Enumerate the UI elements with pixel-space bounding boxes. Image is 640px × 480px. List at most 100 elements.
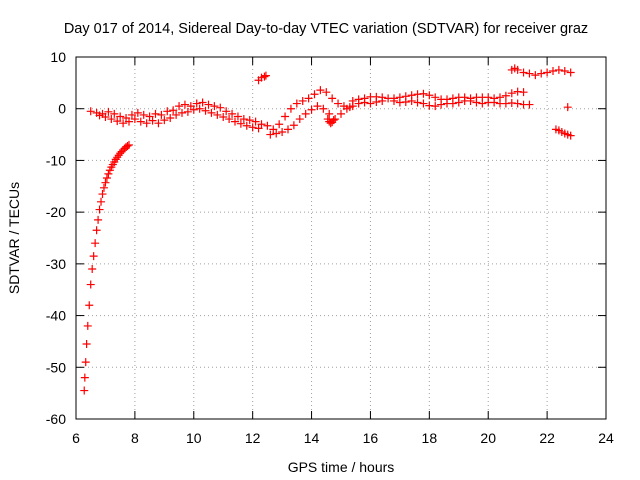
chart-title: Day 017 of 2014, Sidereal Day-to-day VTE… (64, 21, 588, 37)
data-point (454, 98, 463, 107)
data-point (213, 110, 222, 119)
data-point (413, 98, 422, 107)
data-point (145, 112, 154, 121)
data-point (101, 178, 110, 187)
data-point (554, 65, 563, 74)
data-point (478, 99, 487, 108)
series-recovery-arc (80, 140, 133, 395)
data-point (101, 112, 110, 121)
data-point (183, 107, 192, 116)
data-point (236, 119, 245, 128)
y-tick-labels: 10 0 -10 -20 -30 -40 -50 -60 (46, 49, 66, 427)
series-lower-band (95, 104, 263, 133)
data-point (513, 99, 522, 108)
data-point (307, 105, 316, 114)
data-point (169, 106, 178, 115)
data-point (231, 117, 239, 126)
series-late-negative (551, 125, 575, 140)
data-point (390, 96, 398, 105)
data-point (431, 102, 440, 111)
data-point (113, 117, 122, 126)
data-point (88, 265, 97, 274)
data-point (261, 71, 270, 80)
data-point (86, 107, 95, 116)
data-point (89, 252, 98, 261)
data-point (328, 94, 337, 103)
data-point (401, 97, 410, 106)
data-point (563, 103, 572, 112)
data-point (125, 117, 133, 126)
data-point (107, 115, 116, 124)
data-point (119, 119, 128, 128)
x-tick-label: 18 (422, 430, 438, 446)
data-point (180, 100, 189, 109)
data-point (242, 121, 251, 130)
data-point (310, 90, 319, 99)
data-point (94, 215, 103, 224)
data-point (92, 226, 101, 235)
series-main-band (86, 98, 272, 130)
data-point (372, 97, 381, 106)
y-tick-label: -60 (46, 411, 66, 427)
data-point (319, 104, 328, 113)
data-point (342, 104, 351, 113)
data-point (127, 110, 136, 119)
data-point (490, 98, 499, 107)
data-point (142, 119, 151, 128)
y-tick-label: 10 (50, 49, 66, 65)
data-point (83, 321, 92, 330)
data-point (334, 99, 343, 108)
data-point (431, 93, 440, 102)
data-point (289, 121, 298, 130)
data-point (519, 88, 528, 97)
data-point (501, 91, 510, 100)
data-point (104, 107, 113, 116)
data-point (82, 340, 91, 349)
data-point (98, 190, 107, 199)
data-point (263, 121, 272, 130)
x-tick-labels: 6 8 10 12 14 16 18 20 22 24 (72, 430, 614, 446)
data-point (210, 102, 219, 111)
data-point (95, 205, 104, 214)
data-point (407, 96, 416, 105)
y-tick-label: -20 (46, 204, 66, 220)
data-point (325, 109, 334, 118)
data-point (531, 71, 540, 80)
data-point (366, 99, 375, 108)
series-lower-arc (266, 102, 357, 139)
data-point (104, 169, 113, 178)
x-tick-label: 10 (186, 430, 202, 446)
data-point (175, 102, 184, 111)
series-high-cluster (507, 64, 575, 80)
axis-ticks (75, 56, 607, 420)
data-point (204, 100, 213, 109)
y-axis-label: SDTVAR / TECUs (6, 182, 22, 294)
data-point (537, 69, 546, 78)
y-tick-label: -10 (46, 152, 66, 168)
x-tick-label: 14 (304, 430, 320, 446)
data-point (543, 68, 552, 77)
data-point (139, 110, 148, 119)
data-point (201, 106, 210, 115)
data-point (313, 102, 322, 111)
data-point (189, 105, 198, 114)
series-evening-lower-band (354, 96, 534, 111)
data-point (298, 96, 307, 105)
data-point (269, 125, 278, 134)
data-point (166, 114, 175, 123)
data-point (566, 68, 575, 77)
data-point (254, 124, 263, 133)
data-point (295, 115, 304, 124)
grid-lines (76, 57, 606, 419)
data-point (86, 280, 95, 289)
data-point (130, 115, 139, 124)
data-point (245, 116, 254, 125)
data-point (154, 119, 163, 128)
data-point (248, 123, 257, 132)
x-tick-label: 8 (131, 430, 139, 446)
data-point (239, 115, 248, 124)
data-point (278, 127, 287, 136)
data-point (286, 104, 295, 113)
data-point (301, 109, 310, 118)
data-point (348, 96, 357, 105)
